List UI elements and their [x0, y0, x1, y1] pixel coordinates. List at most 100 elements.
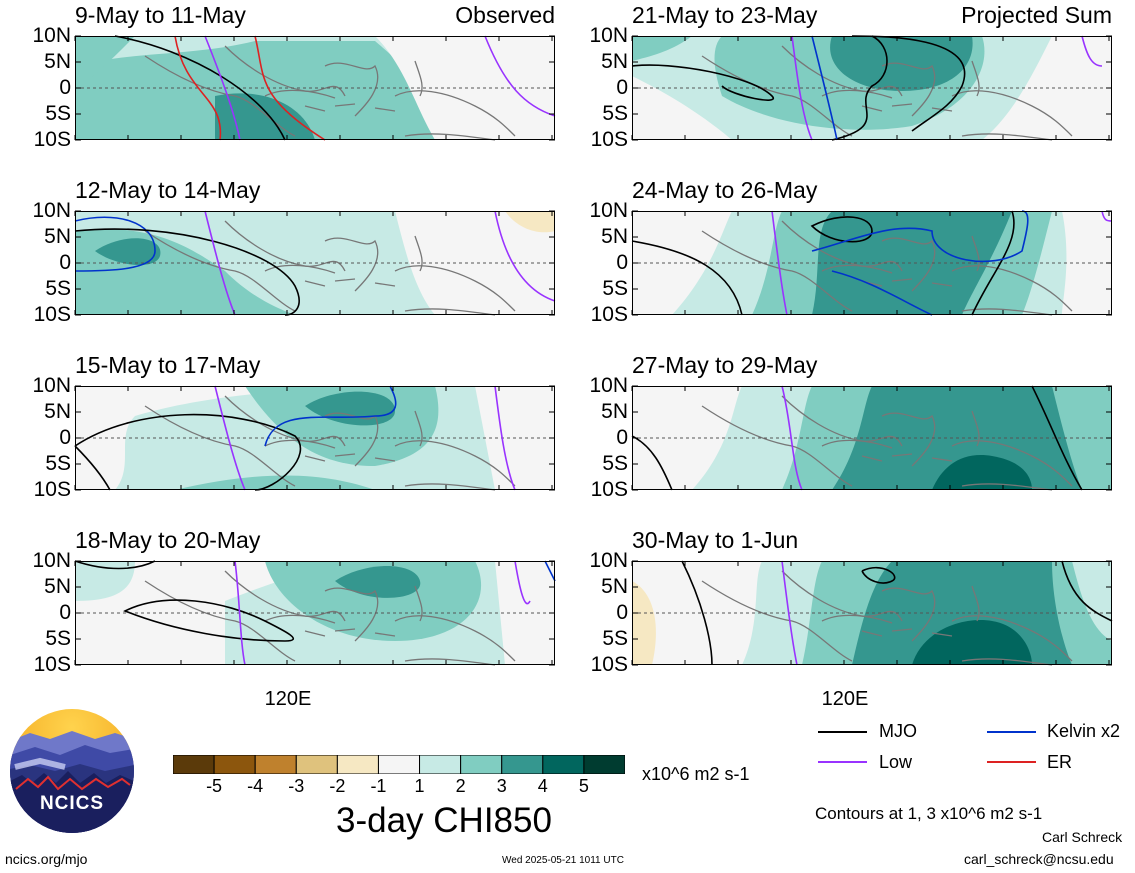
- coastline: [951, 265, 1073, 312]
- coastline: [394, 265, 516, 312]
- map-panel: [74, 560, 556, 666]
- wave-contour: [74, 228, 300, 316]
- legend-kelvin-label: Kelvin x2: [1047, 721, 1121, 741]
- latitude-label: 5N: [601, 575, 628, 598]
- colorbar-tick-label: -2: [329, 776, 346, 796]
- logo-image: [10, 709, 134, 833]
- colorbar-swatch: [336, 754, 379, 775]
- footer-url[interactable]: ncics.org/mjo: [5, 851, 88, 867]
- coastline: [414, 60, 423, 97]
- wave-contour: [74, 445, 111, 491]
- panel-frame: [75, 561, 555, 665]
- coastline: [394, 615, 516, 662]
- colorbar-tick-label: -1: [370, 776, 387, 796]
- wave-contour: [781, 385, 803, 491]
- panel-label: Observed: [455, 2, 555, 28]
- latitude-label: 10S: [590, 478, 628, 501]
- wave-contour: [971, 210, 1015, 316]
- coastline: [701, 55, 853, 137]
- coastline: [971, 60, 980, 97]
- wave-contour: [74, 413, 302, 491]
- coastline: [404, 308, 496, 316]
- coastline: [304, 628, 396, 637]
- coastline: [951, 90, 1073, 137]
- chi-shading-region: [632, 36, 692, 61]
- wave-contour: [1061, 560, 1113, 622]
- coastline: [701, 230, 853, 312]
- legend-lines: [818, 731, 1036, 763]
- map-panel: [631, 210, 1113, 316]
- wave-contour: [74, 216, 156, 272]
- coastline: [861, 453, 953, 462]
- panel-label: Projected Sum: [961, 2, 1112, 28]
- latitude-label: 10N: [32, 199, 71, 222]
- coastline: [404, 658, 496, 666]
- wave-contour: [123, 599, 294, 642]
- coastline: [861, 628, 953, 637]
- wave-contour: [681, 560, 713, 666]
- latitude-label: 10S: [590, 653, 628, 676]
- latitude-label: 5S: [45, 277, 71, 300]
- colorbar-tick-label: 3: [496, 776, 507, 796]
- wave-contour: [831, 35, 888, 141]
- coastline: [971, 410, 980, 447]
- latitude-label: 0: [616, 76, 628, 99]
- latitude-label: 10N: [589, 24, 628, 47]
- wave-contour: [174, 35, 222, 141]
- wave-contour: [204, 210, 236, 316]
- coastline: [414, 235, 423, 272]
- latitude-label: 10S: [33, 653, 71, 676]
- coastline: [394, 90, 516, 137]
- latitude-label: 10N: [589, 199, 628, 222]
- colorbar-swatch: [172, 754, 215, 775]
- colorbar-swatch: [295, 754, 338, 775]
- latitude-label: 5N: [44, 50, 71, 73]
- latitude-label: 10S: [33, 303, 71, 326]
- latitude-label: 10N: [589, 374, 628, 397]
- latitude-label: 10S: [33, 478, 71, 501]
- chi-shading-region: [505, 211, 555, 233]
- footer-email[interactable]: carl_schreck@ncsu.edu: [964, 851, 1114, 867]
- coastline: [821, 264, 893, 274]
- coastline: [324, 587, 379, 642]
- chi-shading-region: [335, 566, 421, 598]
- wave-contour: [74, 560, 156, 570]
- latitude-label: 5N: [601, 400, 628, 423]
- colorbar-title: 3-day CHI850: [336, 801, 552, 840]
- wave-contour: [811, 210, 1029, 263]
- coastline: [144, 405, 296, 487]
- panel-frame: [632, 386, 1112, 490]
- coastline: [394, 440, 516, 487]
- latitude-label: 5S: [45, 452, 71, 475]
- logo-text: NCICS: [39, 793, 105, 814]
- latitude-label: 0: [616, 426, 628, 449]
- wave-contour: [791, 35, 813, 141]
- wave-contour: [214, 385, 246, 491]
- latitude-label: 5S: [602, 452, 628, 475]
- map-panel: [631, 560, 1113, 666]
- latitude-label: 0: [59, 601, 71, 624]
- coastline: [304, 103, 396, 112]
- latitude-label: 10N: [32, 374, 71, 397]
- wave-contour: [494, 210, 556, 302]
- coastline: [821, 89, 893, 99]
- coastline: [304, 278, 396, 287]
- latitude-label: 5S: [602, 277, 628, 300]
- coastline: [971, 235, 980, 272]
- coastline: [404, 483, 496, 491]
- wave-contour: [494, 385, 516, 491]
- chi-shading-region: [95, 238, 161, 266]
- latitude-label: 5N: [44, 225, 71, 248]
- coastline: [951, 615, 1073, 662]
- coastline: [881, 237, 936, 292]
- legend-er-label: ER: [1047, 752, 1073, 772]
- chi-shading-region: [395, 211, 555, 315]
- coastline: [961, 483, 1053, 491]
- coastline: [961, 133, 1053, 141]
- panel-frame: [632, 561, 1112, 665]
- lon-label-left: 120E: [264, 688, 312, 710]
- chi-shading-region: [632, 581, 656, 665]
- wave-contour: [114, 35, 286, 141]
- colorbar-swatch: [460, 754, 503, 775]
- panel-title: 15-May to 17-May: [75, 352, 261, 378]
